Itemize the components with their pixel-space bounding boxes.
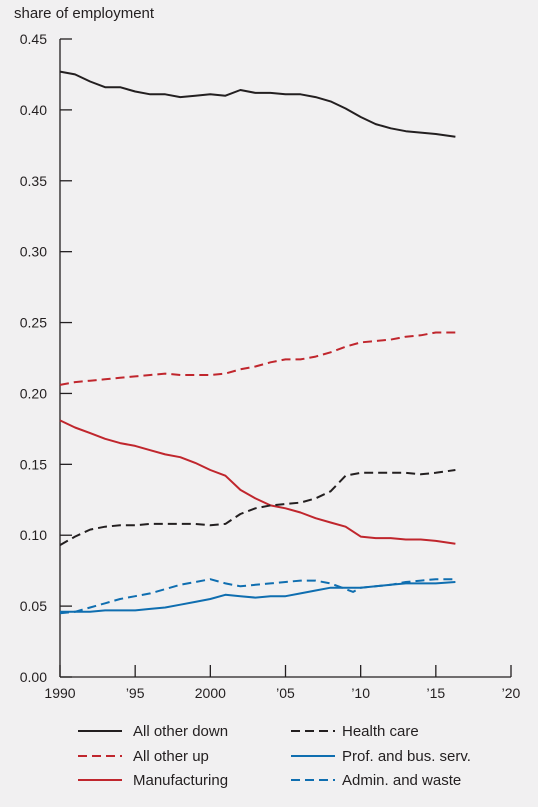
legend-label: Prof. and bus. serv. [342,748,471,765]
x-tick-label: ’20 [502,685,521,701]
x-tick-label: 1990 [44,685,75,701]
series-line [59,578,456,615]
y-tick-label: 0.45 [20,31,47,47]
legend: All other down All other up Manufacturing H… [78,723,471,789]
legend-label: All other down [133,723,228,740]
x-tick-label: 2000 [195,685,226,701]
legend-label: Health care [342,723,419,740]
series-line [60,581,456,613]
y-tick-label: 0.30 [20,244,47,260]
y-tick-label: 0.20 [20,385,47,401]
y-tick-label: 0.00 [20,669,47,685]
legend-label: Admin. and waste [342,772,461,789]
series-line [59,469,456,546]
y-tick-label: 0.10 [20,527,47,543]
y-tick-label: 0.35 [20,173,47,189]
axes: 0.00 0.05 0.10 0.15 0.20 0.25 0.30 0.35 0.40 0.45… [20,31,521,701]
legend-label: Manufacturing [133,772,228,789]
y-tick-label: 0.25 [20,315,47,331]
x-tick-label: ’05 [276,685,295,701]
x-tick-label: ’95 [126,685,145,701]
x-tick-label: ’15 [426,685,445,701]
series-line [59,419,456,545]
legend-label: All other up [133,748,209,765]
y-tick-label: 0.15 [20,456,47,472]
y-tick-label: 0.05 [20,598,47,614]
series-line [59,331,456,386]
series-line [59,70,456,138]
x-tick-label: ’10 [351,685,370,701]
series-lines [59,70,456,615]
y-axis-label: share of employment [14,5,155,22]
y-tick-label: 0.40 [20,102,47,118]
